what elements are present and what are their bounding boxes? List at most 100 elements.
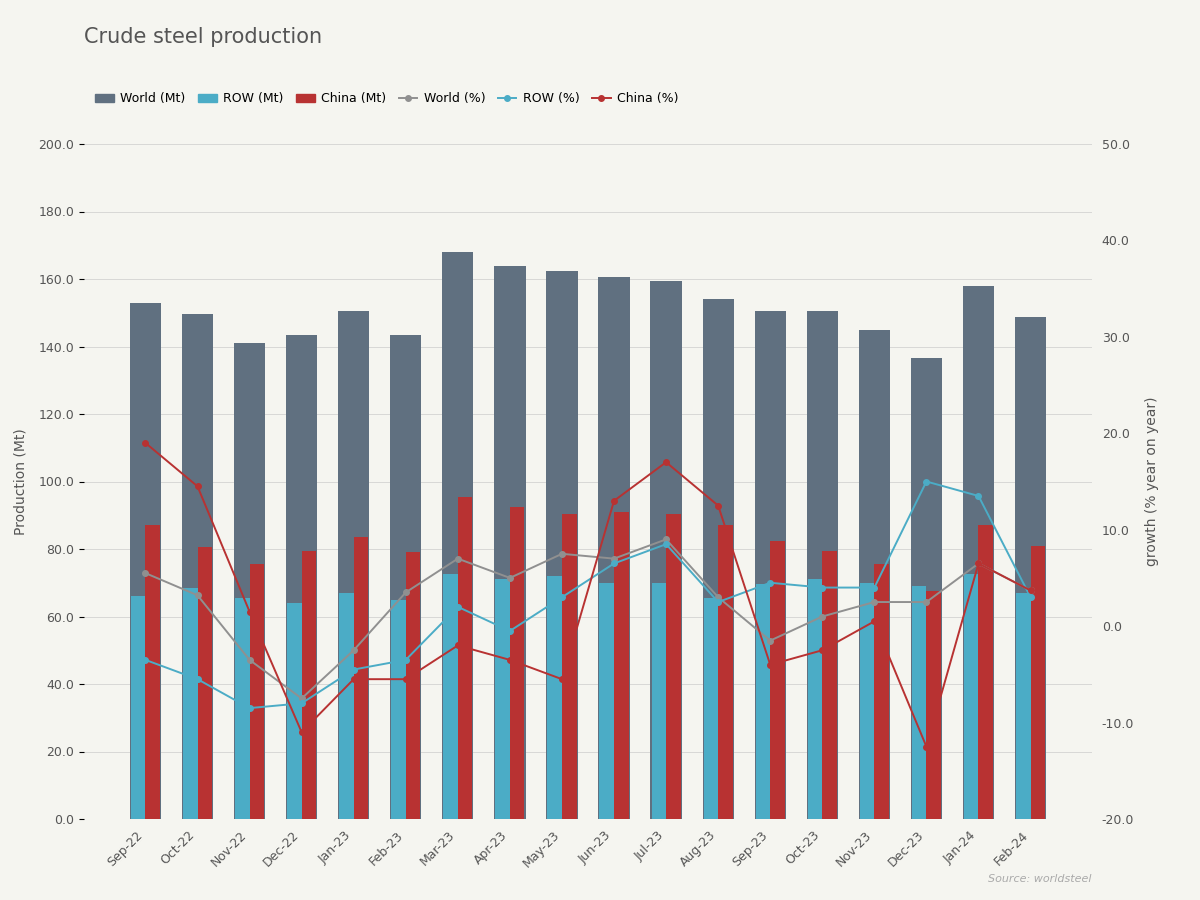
Bar (756, 584, 770, 819)
Bar (808, 580, 822, 819)
Line: ROW (%): ROW (%) (143, 479, 1033, 711)
ROW (%) (503, 626, 517, 636)
Bar (145, 526, 160, 819)
China (%) (294, 727, 308, 738)
ROW (%) (242, 703, 257, 714)
Bar (600, 583, 614, 819)
Bar (822, 551, 836, 819)
Bar (1016, 593, 1031, 819)
China (%) (971, 558, 985, 569)
World (%) (607, 554, 622, 564)
Bar (496, 580, 510, 819)
ROW (%) (710, 597, 725, 608)
Bar (182, 588, 198, 819)
Bar (287, 603, 301, 819)
China (%) (919, 742, 934, 752)
Bar (703, 598, 718, 819)
World (%) (242, 654, 257, 665)
Bar (235, 598, 250, 819)
ROW (%) (868, 582, 882, 593)
ROW (%) (138, 654, 152, 665)
ROW (%) (763, 578, 778, 589)
Bar (391, 599, 406, 819)
World (%) (191, 590, 205, 600)
China (%) (763, 660, 778, 670)
China (%) (398, 674, 413, 685)
Bar (250, 564, 264, 819)
Bar (964, 574, 978, 819)
China (%) (191, 481, 205, 491)
China (%) (815, 644, 829, 655)
Bar (978, 526, 994, 819)
World (%) (347, 644, 361, 655)
World (%) (763, 635, 778, 646)
China (%) (451, 640, 466, 651)
China (%) (710, 500, 725, 511)
Legend: World (Mt), ROW (Mt), China (Mt), World (%), ROW (%), China (%): World (Mt), ROW (Mt), China (Mt), World … (90, 87, 683, 111)
Bar (494, 266, 526, 819)
ROW (%) (919, 476, 934, 487)
Bar (650, 281, 682, 819)
China (%) (554, 674, 569, 685)
Line: China (%): China (%) (143, 440, 1033, 750)
ROW (%) (451, 601, 466, 612)
Bar (182, 314, 214, 819)
Bar (131, 596, 145, 819)
Bar (510, 507, 524, 819)
Bar (354, 537, 368, 819)
World (%) (659, 534, 673, 544)
World (%) (919, 597, 934, 608)
Bar (562, 514, 576, 819)
Bar (130, 302, 161, 819)
ROW (%) (971, 491, 985, 501)
World (%) (1024, 585, 1038, 596)
Bar (1015, 317, 1046, 819)
World (%) (451, 554, 466, 564)
Bar (443, 252, 474, 819)
Text: Source: worldsteel: Source: worldsteel (989, 874, 1092, 884)
China (%) (138, 437, 152, 448)
Bar (770, 541, 785, 819)
World (%) (554, 548, 569, 559)
Bar (301, 551, 317, 819)
World (%) (815, 611, 829, 622)
China (%) (659, 457, 673, 468)
Bar (599, 277, 630, 819)
Bar (614, 512, 629, 819)
Bar (443, 574, 458, 819)
Bar (458, 497, 473, 819)
Bar (912, 586, 926, 819)
Bar (875, 564, 889, 819)
ROW (%) (1024, 592, 1038, 603)
World (%) (971, 558, 985, 569)
Bar (859, 329, 890, 819)
Bar (338, 311, 370, 819)
China (%) (607, 495, 622, 506)
Bar (755, 311, 786, 819)
Bar (340, 593, 354, 819)
ROW (%) (347, 664, 361, 675)
Y-axis label: growth (% year on year): growth (% year on year) (1145, 397, 1159, 566)
Bar (806, 311, 838, 819)
World (%) (138, 568, 152, 579)
Text: Crude steel production: Crude steel production (84, 27, 322, 47)
China (%) (1024, 585, 1038, 596)
ROW (%) (607, 558, 622, 569)
ROW (%) (398, 654, 413, 665)
World (%) (868, 597, 882, 608)
Bar (234, 343, 265, 819)
Bar (547, 576, 562, 819)
Y-axis label: Production (Mt): Production (Mt) (13, 428, 28, 535)
China (%) (868, 616, 882, 626)
ROW (%) (554, 592, 569, 603)
Bar (718, 526, 733, 819)
ROW (%) (294, 698, 308, 708)
World (%) (398, 587, 413, 598)
Bar (198, 547, 212, 819)
Bar (390, 335, 421, 819)
World (%) (294, 693, 308, 704)
Bar (652, 583, 666, 819)
Bar (962, 286, 994, 819)
China (%) (242, 607, 257, 617)
China (%) (347, 674, 361, 685)
